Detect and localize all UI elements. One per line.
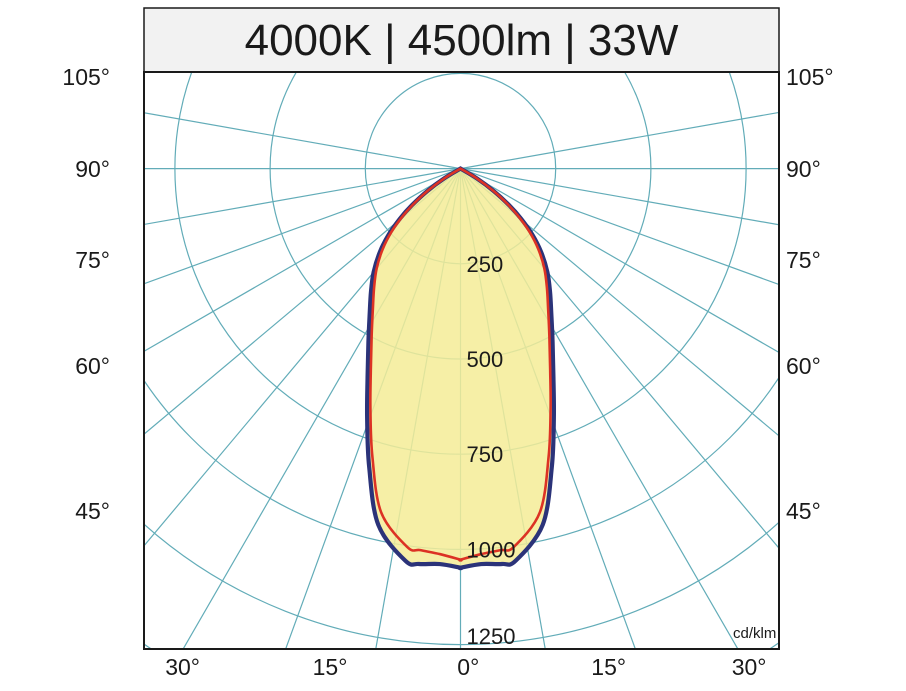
svg-text:750: 750 [467, 442, 504, 467]
svg-text:1250: 1250 [467, 624, 516, 649]
svg-text:500: 500 [467, 347, 504, 372]
svg-text:4000K | 4500lm | 33W: 4000K | 4500lm | 33W [245, 16, 679, 65]
svg-text:250: 250 [467, 252, 504, 277]
svg-text:1000: 1000 [467, 537, 516, 562]
